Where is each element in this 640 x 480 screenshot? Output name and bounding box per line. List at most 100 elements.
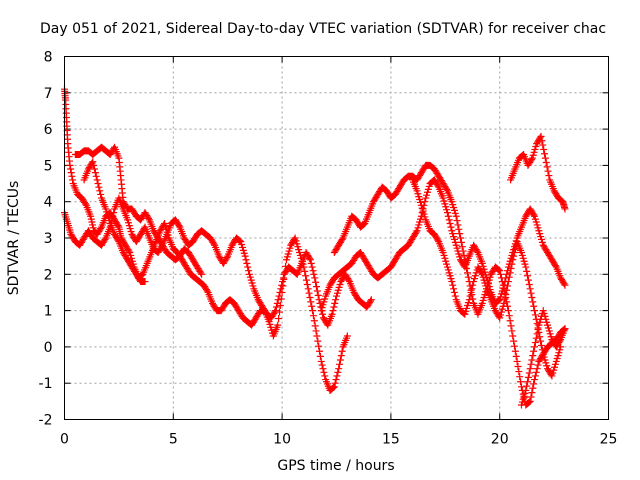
data-point-marker bbox=[532, 334, 540, 342]
data-point-marker bbox=[501, 295, 509, 303]
data-point-marker bbox=[223, 254, 231, 262]
y-axis-label: SDTVAR / TECUs bbox=[6, 181, 22, 296]
data-point-marker bbox=[449, 281, 457, 289]
data-point-marker bbox=[91, 169, 99, 177]
data-point-marker bbox=[457, 234, 465, 242]
data-point-marker bbox=[81, 200, 89, 208]
data-point-marker bbox=[306, 254, 314, 262]
data-point-marker bbox=[307, 259, 315, 267]
data-point-marker bbox=[334, 368, 342, 376]
chart-title: Day 051 of 2021, Sidereal Day-to-day VTE… bbox=[40, 21, 606, 37]
data-point-marker bbox=[304, 285, 312, 293]
data-point-marker bbox=[97, 225, 105, 233]
data-point-marker bbox=[336, 356, 344, 364]
data-point-marker bbox=[526, 285, 534, 293]
data-point-marker bbox=[313, 332, 321, 340]
y-tick-label: -1 bbox=[39, 376, 53, 392]
x-tick-label: 15 bbox=[382, 432, 400, 448]
data-point-marker bbox=[504, 307, 512, 315]
data-point-marker bbox=[315, 342, 323, 350]
data-point-marker bbox=[496, 267, 504, 275]
data-point-marker bbox=[144, 214, 152, 222]
data-point-marker bbox=[540, 145, 548, 153]
data-point-marker bbox=[94, 180, 102, 188]
data-point-marker bbox=[310, 317, 318, 325]
data-point-marker bbox=[469, 281, 477, 289]
data-point-marker bbox=[508, 327, 516, 335]
data-point-marker bbox=[332, 376, 340, 384]
y-tick-label: 8 bbox=[44, 50, 53, 66]
data-point-marker bbox=[505, 273, 513, 281]
data-point-marker bbox=[90, 161, 98, 169]
axis-ticks: 0 5 10 15 20 25 -2 -1 0 1 2 3 4 5 6 7 8 bbox=[39, 50, 618, 448]
data-point-marker bbox=[96, 187, 104, 195]
data-point-marker bbox=[330, 383, 338, 391]
data-point-marker bbox=[537, 132, 545, 140]
data-point-marker bbox=[506, 317, 514, 325]
data-point-marker bbox=[314, 337, 322, 345]
data-point-marker bbox=[524, 276, 532, 284]
data-point-marker bbox=[315, 296, 323, 304]
data-point-marker bbox=[114, 222, 122, 230]
data-point-marker bbox=[524, 272, 532, 280]
data-point-marker bbox=[332, 296, 340, 304]
data-point-marker bbox=[312, 327, 320, 335]
data-point-marker bbox=[543, 163, 551, 171]
data-point-marker bbox=[307, 298, 315, 306]
data-point-marker bbox=[317, 357, 325, 365]
data-point-marker bbox=[512, 352, 520, 360]
x-axis-label: GPS time / hours bbox=[277, 458, 394, 474]
data-point-marker bbox=[434, 182, 442, 190]
data-point-marker bbox=[328, 310, 336, 318]
data-point-marker bbox=[526, 397, 534, 405]
data-point-marker bbox=[539, 141, 547, 149]
data-point-marker bbox=[309, 307, 317, 315]
data-point-marker bbox=[313, 287, 321, 295]
data-point-marker bbox=[510, 337, 518, 345]
data-point-marker bbox=[312, 283, 320, 291]
data-point-marker bbox=[278, 281, 286, 289]
data-point-marker bbox=[245, 267, 253, 275]
y-tick-label: 3 bbox=[44, 231, 53, 247]
plot-frame bbox=[64, 56, 609, 420]
data-point-marker bbox=[67, 165, 75, 173]
data-point-marker bbox=[274, 296, 282, 304]
data-point-marker bbox=[316, 299, 324, 307]
data-point-marker bbox=[330, 303, 338, 311]
data-point-marker bbox=[273, 299, 281, 307]
data-point-marker bbox=[277, 285, 285, 293]
data-point-marker bbox=[421, 198, 429, 206]
data-point-marker bbox=[561, 325, 569, 333]
data-point-marker bbox=[279, 274, 287, 282]
data-point-marker bbox=[300, 263, 308, 271]
data-point-marker bbox=[302, 272, 310, 280]
data-point-marker bbox=[329, 307, 337, 315]
data-point-marker bbox=[495, 296, 503, 304]
data-point-marker bbox=[306, 256, 314, 264]
data-point-marker bbox=[460, 251, 468, 259]
data-points bbox=[61, 85, 569, 409]
data-point-marker bbox=[311, 274, 319, 282]
data-point-marker bbox=[465, 296, 473, 304]
data-point-marker bbox=[531, 376, 539, 384]
data-point-marker bbox=[454, 221, 462, 229]
data-point-marker bbox=[527, 289, 535, 297]
data-point-marker bbox=[301, 267, 309, 275]
data-point-marker bbox=[274, 321, 282, 329]
data-point-marker bbox=[444, 212, 452, 220]
data-point-marker bbox=[453, 217, 461, 225]
data-point-marker bbox=[510, 342, 518, 350]
data-point-marker bbox=[367, 296, 375, 304]
data-point-marker bbox=[331, 379, 339, 387]
data-point-marker bbox=[331, 299, 339, 307]
data-point-marker bbox=[366, 297, 374, 305]
data-point-marker bbox=[468, 285, 476, 293]
data-point-marker bbox=[455, 225, 463, 233]
data-point-marker bbox=[316, 347, 324, 355]
data-point-marker bbox=[526, 365, 534, 373]
data-point-marker bbox=[524, 373, 532, 381]
series-trace-e bbox=[330, 161, 569, 409]
data-point-marker bbox=[92, 172, 100, 180]
data-point-marker bbox=[502, 291, 510, 299]
data-point-marker bbox=[450, 285, 458, 293]
